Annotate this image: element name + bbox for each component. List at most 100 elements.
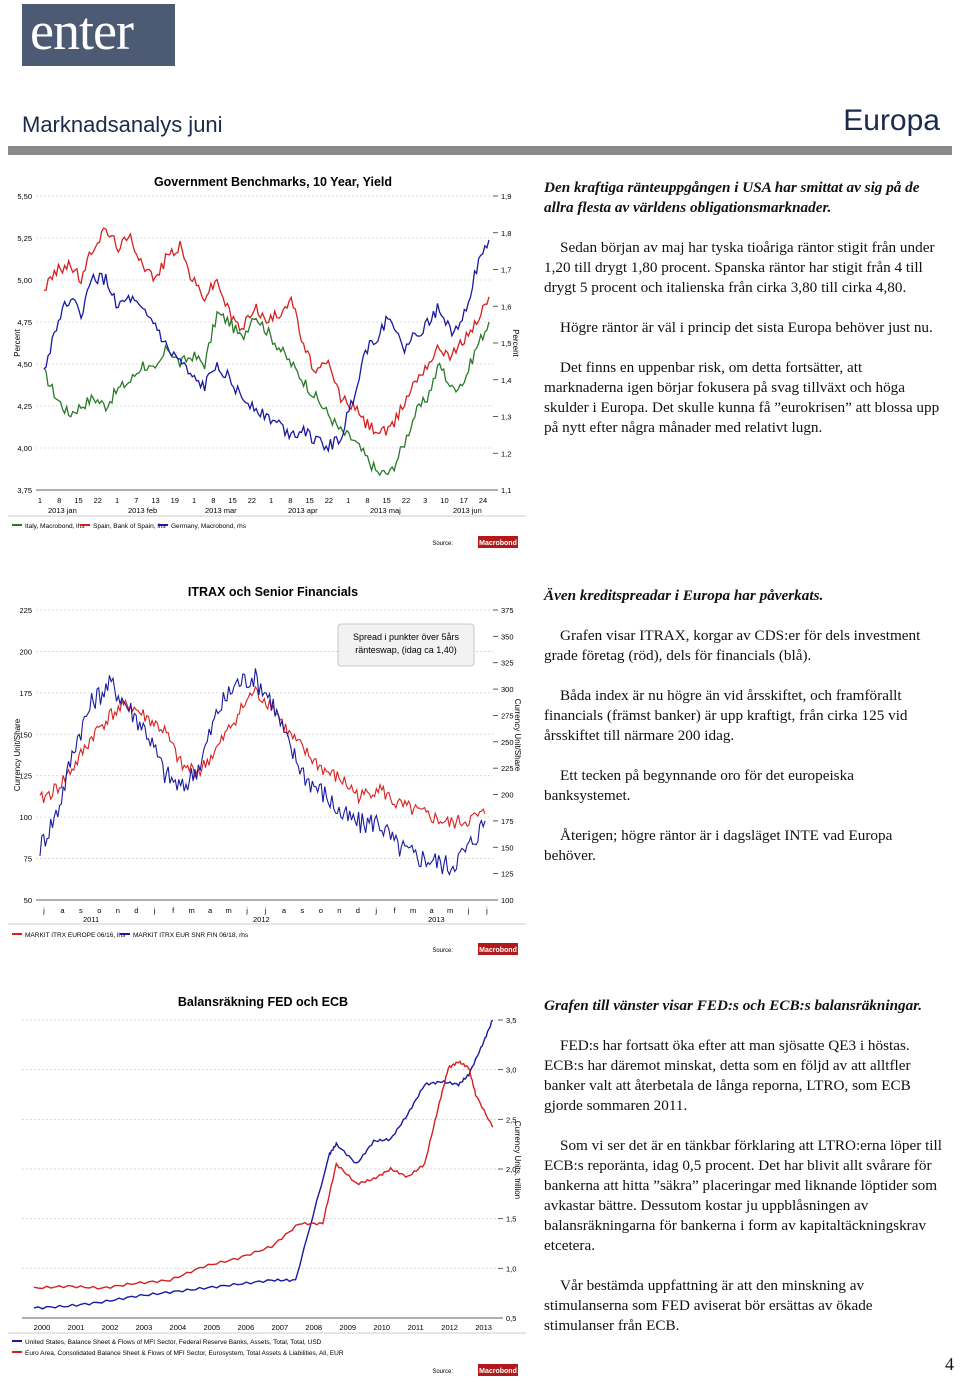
x-tick-label: 8 [365,496,369,505]
annotation-box [337,623,475,667]
y-right-axis-label: Percent [511,329,520,357]
paragraph: Båda index är nu högre än vid årsskiftet… [544,687,908,744]
x-tick-label: a [430,906,435,915]
text-section-1: Den kraftiga ränteuppgången i USA har sm… [544,178,944,458]
y-right-tick-label: 200 [501,791,514,800]
x-tick-label: o [319,906,323,915]
x-tick-label: 7 [134,496,138,505]
legend-entry: Euro Area, Consolidated Balance Sheet & … [25,1350,344,1357]
x-tick-label: 22 [325,496,333,505]
paragraph: Vår bestämda uppfattning är att den mins… [544,1277,873,1334]
legend-entry: MARKIT ITRX EUROPE 06/16, lhs [25,932,126,939]
x-tick-label: 2004 [170,1323,187,1332]
y-tick-label: 175 [19,689,32,698]
x-tick-label: j [467,906,470,915]
section-lead: Den kraftiga ränteuppgången i USA har sm… [544,179,920,216]
y-tick-label: 4,25 [17,402,32,411]
y-right-tick-label: 1,0 [506,1264,516,1273]
series-line-1 [43,227,490,436]
x-tick-label: s [301,906,305,915]
x-group-label: 2013 jun [453,506,482,515]
x-group-label: 2013 [428,915,445,924]
x-tick-label: j [42,906,45,915]
y-tick-label: 100 [19,813,32,822]
x-tick-label: m [447,906,453,915]
y-right-tick-label: 3,0 [506,1066,516,1075]
x-tick-label: 8 [57,496,61,505]
region-title: Europa [843,104,940,137]
x-tick-label: 1 [346,496,350,505]
legend-entry: Italy, Macrobond, lhs [25,523,85,530]
x-tick-label: 1 [269,496,273,505]
y-right-tick-label: 1,9 [501,192,511,201]
x-tick-label: f [172,906,175,915]
x-tick-label: j [245,906,248,915]
source-label: Source: [432,948,453,954]
source-label: Source: [432,1369,453,1375]
y-axis-label: Currency Unit/Share [13,718,22,791]
x-tick-label: 1 [38,496,42,505]
y-right-tick-label: 0,5 [506,1314,516,1323]
y-right-tick-label: 1,5 [506,1215,516,1224]
y-right-tick-label: 1,8 [501,229,511,238]
x-tick-label: 1 [115,496,119,505]
y-tick-label: 5,25 [17,234,32,243]
y-right-tick-label: 375 [501,606,514,615]
y-tick-label: 5,00 [17,276,32,285]
x-tick-label: 2012 [441,1323,458,1332]
y-right-axis-label: Currency Units, trillion [513,1121,522,1199]
x-tick-label: m [225,906,231,915]
y-right-tick-label: 150 [501,843,514,852]
x-tick-label: 2002 [102,1323,119,1332]
y-right-tick-label: 1,4 [501,376,511,385]
source-label: Source: [432,541,453,547]
series-line-2 [43,239,490,454]
chart-title: Balansräkning FED och ECB [178,995,348,1009]
x-tick-label: 2005 [204,1323,221,1332]
x-tick-label: j [153,906,156,915]
x-group-label: 2013 feb [128,506,157,515]
x-tick-label: n [337,906,341,915]
y-right-tick-label: 225 [501,764,514,773]
chart-balance-sheets: Balansräkning FED och ECB 3,5 3,0 2,5 2,0 1,5… [8,990,526,1380]
x-group-label: 2013 mar [205,506,237,515]
macrobond-logo [478,536,518,548]
x-tick-label: 15 [228,496,236,505]
macrobond-logo-text: Macrobond [479,947,517,954]
paragraph: FED:s har fortsatt öka efter att man sjö… [544,1037,911,1114]
y-right-tick-label: 250 [501,738,514,747]
x-tick-label: 24 [479,496,487,505]
text-section-3: Grafen till vänster visar FED:s och ECB:… [544,996,944,1356]
chart-background [8,990,526,1380]
chart-government-benchmarks: Government Benchmarks, 10 Year, Yield 5,5… [8,170,526,550]
legend-entry: Germany, Macrobond, rhs [171,523,247,530]
header-rule [8,146,952,155]
paragraph: Det finns en uppenbar risk, om detta for… [544,359,940,436]
y-right-tick-label: 125 [501,870,514,879]
y-right-tick-label: 1,1 [501,486,511,495]
y-tick-label: 5,50 [17,192,32,201]
x-tick-label: 2011 [408,1323,424,1332]
x-tick-label: 10 [440,496,448,505]
y-tick-label: 75 [24,855,32,864]
paragraph: Återigen; högre räntor är i dagsläget IN… [544,827,893,864]
legend-entry: United States, Balance Sheet & Flows of … [25,1339,322,1346]
paragraph: Sedan början av maj har tyska tioåriga r… [544,239,935,296]
series-line-1 [39,668,486,876]
x-tick-label: 2010 [373,1323,390,1332]
x-tick-label: 22 [248,496,256,505]
legend-entry: Spain, Bank of Spain, lhs [93,523,166,530]
series-line-0 [43,310,490,477]
macrobond-logo-text: Macrobond [479,1368,517,1375]
annotation-line: Spread i punkter över 5års [353,632,460,642]
x-tick-label: 2006 [237,1323,254,1332]
section-lead: Även kreditspreadar i Europa har påverka… [544,587,824,604]
chart-title: ITRAX och Senior Financials [188,585,358,599]
x-tick-label: o [97,906,101,915]
chart-title: Government Benchmarks, 10 Year, Yield [154,175,392,189]
y-right-tick-label: 2,0 [506,1165,516,1174]
page-number: 4 [945,1354,954,1374]
x-group-label: 2013 maj [370,506,401,515]
x-tick-label: 2001 [68,1323,85,1332]
x-tick-label: d [356,906,360,915]
